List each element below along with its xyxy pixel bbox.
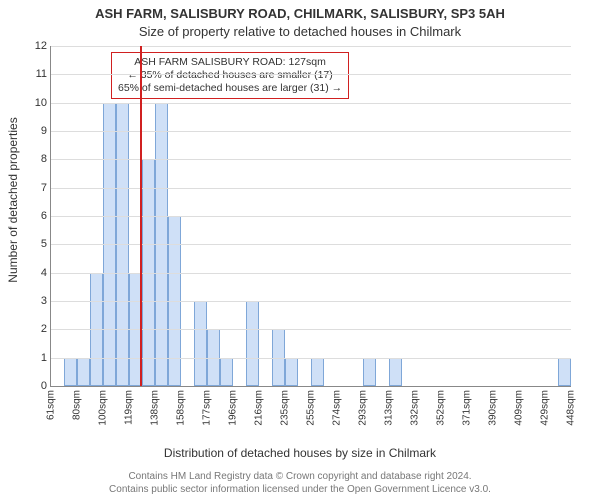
x-tick-label: 255sqm bbox=[306, 390, 317, 426]
x-tick-label: 216sqm bbox=[254, 390, 265, 426]
x-tick-label: 100sqm bbox=[98, 390, 109, 426]
bar bbox=[246, 301, 259, 386]
annotation-line2: ← 35% of detached houses are smaller (17… bbox=[118, 69, 342, 82]
gridline bbox=[51, 74, 571, 75]
annotation-line1: ASH FARM SALISBURY ROAD: 127sqm bbox=[118, 56, 342, 69]
y-tick-label: 7 bbox=[25, 182, 47, 194]
bar bbox=[194, 301, 207, 386]
bar bbox=[220, 358, 233, 386]
x-tick-label: 80sqm bbox=[72, 390, 83, 420]
footer-line2: Contains public sector information licen… bbox=[0, 484, 600, 497]
gridline bbox=[51, 46, 571, 47]
x-tick-label: 390sqm bbox=[488, 390, 499, 426]
plot-area: 61sqm80sqm100sqm119sqm138sqm158sqm177sqm… bbox=[50, 46, 571, 387]
y-tick-label: 11 bbox=[25, 68, 47, 80]
bar bbox=[285, 358, 298, 386]
x-tick-label: 409sqm bbox=[514, 390, 525, 426]
x-tick-label: 138sqm bbox=[150, 390, 161, 426]
gridline bbox=[51, 131, 571, 132]
gridline bbox=[51, 103, 571, 104]
x-tick-label: 196sqm bbox=[228, 390, 239, 426]
annotation-box: ASH FARM SALISBURY ROAD: 127sqm ← 35% of… bbox=[111, 52, 349, 99]
gridline bbox=[51, 329, 571, 330]
y-tick-label: 5 bbox=[25, 238, 47, 250]
gridline bbox=[51, 159, 571, 160]
gridline bbox=[51, 244, 571, 245]
x-tick-label: 235sqm bbox=[280, 390, 291, 426]
y-tick-label: 1 bbox=[25, 352, 47, 364]
y-tick-label: 9 bbox=[25, 125, 47, 137]
x-ticks: 61sqm80sqm100sqm119sqm138sqm158sqm177sqm… bbox=[51, 386, 571, 446]
x-tick-label: 429sqm bbox=[540, 390, 551, 426]
gridline bbox=[51, 216, 571, 217]
bar bbox=[363, 358, 376, 386]
x-tick-label: 332sqm bbox=[410, 390, 421, 426]
y-tick-label: 4 bbox=[25, 267, 47, 279]
y-tick-label: 12 bbox=[25, 40, 47, 52]
x-tick-label: 313sqm bbox=[384, 390, 395, 426]
x-tick-label: 61sqm bbox=[46, 390, 57, 420]
x-tick-label: 119sqm bbox=[124, 390, 135, 425]
footer-attribution: Contains HM Land Registry data © Crown c… bbox=[0, 471, 600, 496]
x-tick-label: 274sqm bbox=[332, 390, 343, 426]
marker-line bbox=[140, 46, 142, 386]
gridline bbox=[51, 301, 571, 302]
x-tick-label: 352sqm bbox=[436, 390, 447, 426]
y-tick-label: 6 bbox=[25, 210, 47, 222]
y-tick-label: 10 bbox=[25, 97, 47, 109]
gridline bbox=[51, 188, 571, 189]
annotation-line3: 65% of semi-detached houses are larger (… bbox=[118, 82, 342, 95]
x-tick-label: 158sqm bbox=[176, 390, 187, 426]
bar bbox=[77, 358, 90, 386]
y-tick-label: 2 bbox=[25, 323, 47, 335]
x-tick-label: 448sqm bbox=[566, 390, 577, 426]
y-tick-label: 0 bbox=[25, 380, 47, 392]
footer-line1: Contains HM Land Registry data © Crown c… bbox=[0, 471, 600, 484]
gridline bbox=[51, 358, 571, 359]
chart-title-sub: Size of property relative to detached ho… bbox=[0, 24, 600, 39]
x-tick-label: 371sqm bbox=[462, 390, 473, 426]
chart-title-main: ASH FARM, SALISBURY ROAD, CHILMARK, SALI… bbox=[0, 6, 600, 21]
y-tick-label: 3 bbox=[25, 295, 47, 307]
x-axis-label: Distribution of detached houses by size … bbox=[0, 446, 600, 460]
x-tick-label: 293sqm bbox=[358, 390, 369, 426]
x-tick-label: 177sqm bbox=[202, 390, 213, 426]
y-tick-label: 8 bbox=[25, 153, 47, 165]
bar bbox=[311, 358, 324, 386]
bar bbox=[558, 358, 571, 386]
gridline bbox=[51, 273, 571, 274]
y-axis-label: Number of detached properties bbox=[6, 35, 20, 200]
bar bbox=[389, 358, 402, 386]
bar bbox=[64, 358, 77, 386]
